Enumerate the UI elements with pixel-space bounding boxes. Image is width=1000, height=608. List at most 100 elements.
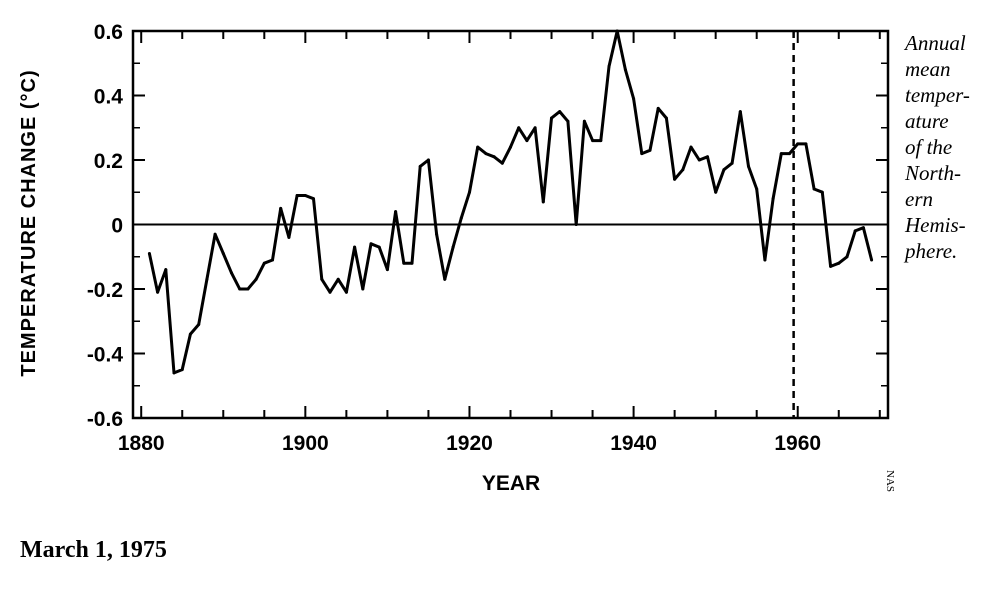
data-point	[377, 245, 381, 249]
series-points	[147, 29, 874, 375]
data-point	[763, 258, 767, 262]
caption-line: North-	[905, 161, 962, 185]
data-point	[509, 145, 512, 149]
data-point	[451, 245, 455, 249]
data-point	[656, 106, 660, 110]
x-axis-label: YEAR	[482, 472, 540, 495]
data-point	[328, 290, 332, 294]
data-point	[673, 177, 677, 181]
data-point	[796, 142, 800, 146]
data-point	[788, 152, 791, 156]
data-point	[287, 235, 291, 239]
data-point	[426, 158, 430, 162]
data-point	[558, 110, 562, 114]
caption-line: temper-	[905, 83, 970, 107]
data-point	[870, 258, 874, 262]
y-tick-label: -0.4	[87, 344, 124, 367]
data-point	[410, 261, 414, 265]
series-line	[147, 29, 874, 375]
data-point	[722, 168, 726, 172]
x-tick-label: 1880	[118, 432, 165, 455]
data-point	[361, 287, 365, 291]
data-point	[418, 164, 422, 168]
data-point	[279, 206, 283, 210]
data-point	[443, 277, 447, 281]
data-point	[664, 116, 668, 120]
data-point	[550, 116, 553, 120]
data-point	[714, 190, 718, 194]
data-point	[320, 277, 324, 281]
credit-text: NAS	[884, 470, 896, 493]
data-point	[353, 245, 357, 249]
data-point	[312, 197, 315, 201]
data-point	[861, 226, 865, 230]
data-point	[295, 194, 299, 197]
data-point	[385, 268, 389, 272]
data-point	[640, 152, 644, 156]
data-point	[812, 187, 816, 191]
data-point	[533, 126, 537, 130]
y-axis-label: TEMPERATURE CHANGE (°C)	[18, 69, 40, 376]
data-point	[623, 68, 627, 72]
data-point	[246, 287, 250, 291]
caption-line: ern	[905, 187, 933, 211]
y-tick-label: -0.2	[87, 279, 123, 302]
data-point	[681, 168, 685, 172]
data-point	[845, 255, 849, 259]
caption-line: Hemis-	[905, 213, 966, 237]
data-point	[525, 139, 529, 143]
data-point	[492, 155, 496, 159]
data-point	[697, 158, 701, 162]
y-tick-label: -0.6	[87, 408, 123, 431]
x-tick-label: 1900	[282, 432, 329, 455]
data-point	[500, 161, 504, 165]
data-point	[747, 164, 750, 168]
data-point	[820, 190, 824, 194]
data-point	[262, 261, 266, 265]
data-point	[402, 261, 406, 265]
data-point	[853, 229, 857, 233]
caption-line: Annual	[905, 31, 966, 55]
data-point	[706, 155, 709, 159]
data-point	[804, 142, 808, 146]
y-tick-label: 0.6	[94, 21, 123, 44]
caption-line: phere.	[905, 239, 958, 263]
data-point	[303, 194, 307, 197]
data-point	[180, 368, 184, 372]
data-point	[459, 216, 463, 220]
data-point	[336, 277, 340, 281]
y-tick-label: 0.2	[94, 150, 123, 173]
caption-line: mean	[905, 57, 951, 81]
data-point	[779, 152, 783, 156]
data-point	[755, 187, 759, 191]
data-point	[238, 287, 242, 291]
data-point	[435, 232, 439, 236]
publication-date: March 1, 1975	[20, 537, 167, 563]
x-tick-label: 1960	[774, 432, 821, 455]
y-axis-ticks: 0.6 0.4 0.2 0 -0.2 -0.4 -0.6	[87, 21, 888, 431]
data-point	[738, 110, 742, 114]
data-point	[394, 210, 398, 214]
data-point	[517, 126, 521, 130]
data-point	[599, 139, 603, 143]
data-point	[648, 148, 652, 152]
data-point	[254, 277, 258, 281]
data-point	[230, 271, 233, 275]
data-point	[147, 252, 151, 255]
x-tick-label: 1940	[610, 432, 657, 455]
data-point	[476, 145, 480, 149]
data-point	[632, 97, 636, 101]
data-point	[689, 145, 693, 149]
caption-line: of the	[905, 135, 953, 159]
x-axis-ticks: 1880 1900 1920 1940 1960	[118, 31, 881, 455]
data-point	[156, 290, 160, 294]
data-point	[271, 258, 274, 262]
data-point	[484, 152, 488, 156]
data-point	[172, 371, 176, 375]
data-point	[468, 190, 471, 194]
data-point	[591, 139, 595, 143]
caption-line: ature	[905, 109, 949, 133]
data-point	[541, 200, 545, 204]
data-point	[574, 223, 578, 226]
